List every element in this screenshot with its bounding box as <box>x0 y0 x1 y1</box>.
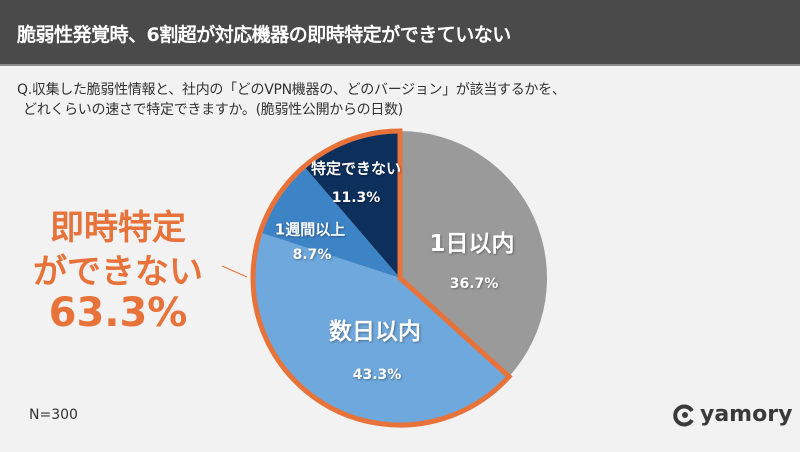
question-line-1: Q.収集した脆弱性情報と、社内の「どのVPN機器の、どのバージョン」が該当するか… <box>17 82 566 98</box>
sample-size: N=300 <box>29 407 78 423</box>
pie-slice-0 <box>400 131 547 377</box>
pie-slice-1 <box>253 232 510 425</box>
logo-text: yamory <box>700 402 793 427</box>
slice-label-few-days: 数日以内 <box>329 319 421 345</box>
callout-value: 63.3% <box>48 290 188 336</box>
question-text: Q.収集した脆弱性情報と、社内の「どのVPN機器の、どのバージョン」が該当するか… <box>17 80 566 120</box>
callout-line-1: 即時特定 <box>50 208 186 248</box>
title-bar: 脆弱性発覚時、6割超が対応機器の即時特定ができていない <box>0 0 800 66</box>
page-title: 脆弱性発覚時、6割超が対応機器の即時特定ができていない <box>17 24 511 46</box>
slice-label-unidentified: 特定できない <box>310 159 402 178</box>
slice-value-1day: 36.7% <box>449 276 499 292</box>
pie-slice-2 <box>260 166 400 278</box>
question-line-2: どれくらいの速さで特定できますか。(脆弱性公開からの日数) <box>23 102 403 118</box>
pie-slice-3 <box>304 131 400 278</box>
slice-value-few-days: 43.3% <box>352 367 402 383</box>
highlight-outline <box>250 128 513 428</box>
yamory-logo: yamory <box>672 402 792 427</box>
slice-label-1week: 1週間以上 <box>274 220 346 239</box>
callout-line-2: ができない <box>33 252 203 292</box>
slice-value-unidentified: 11.3% <box>331 190 381 206</box>
slice-label-1day: 1日以内 <box>429 231 515 257</box>
callout-leader-line <box>221 265 248 278</box>
yamory-logo-icon <box>673 404 694 426</box>
slice-value-1week: 8.7% <box>292 247 332 263</box>
